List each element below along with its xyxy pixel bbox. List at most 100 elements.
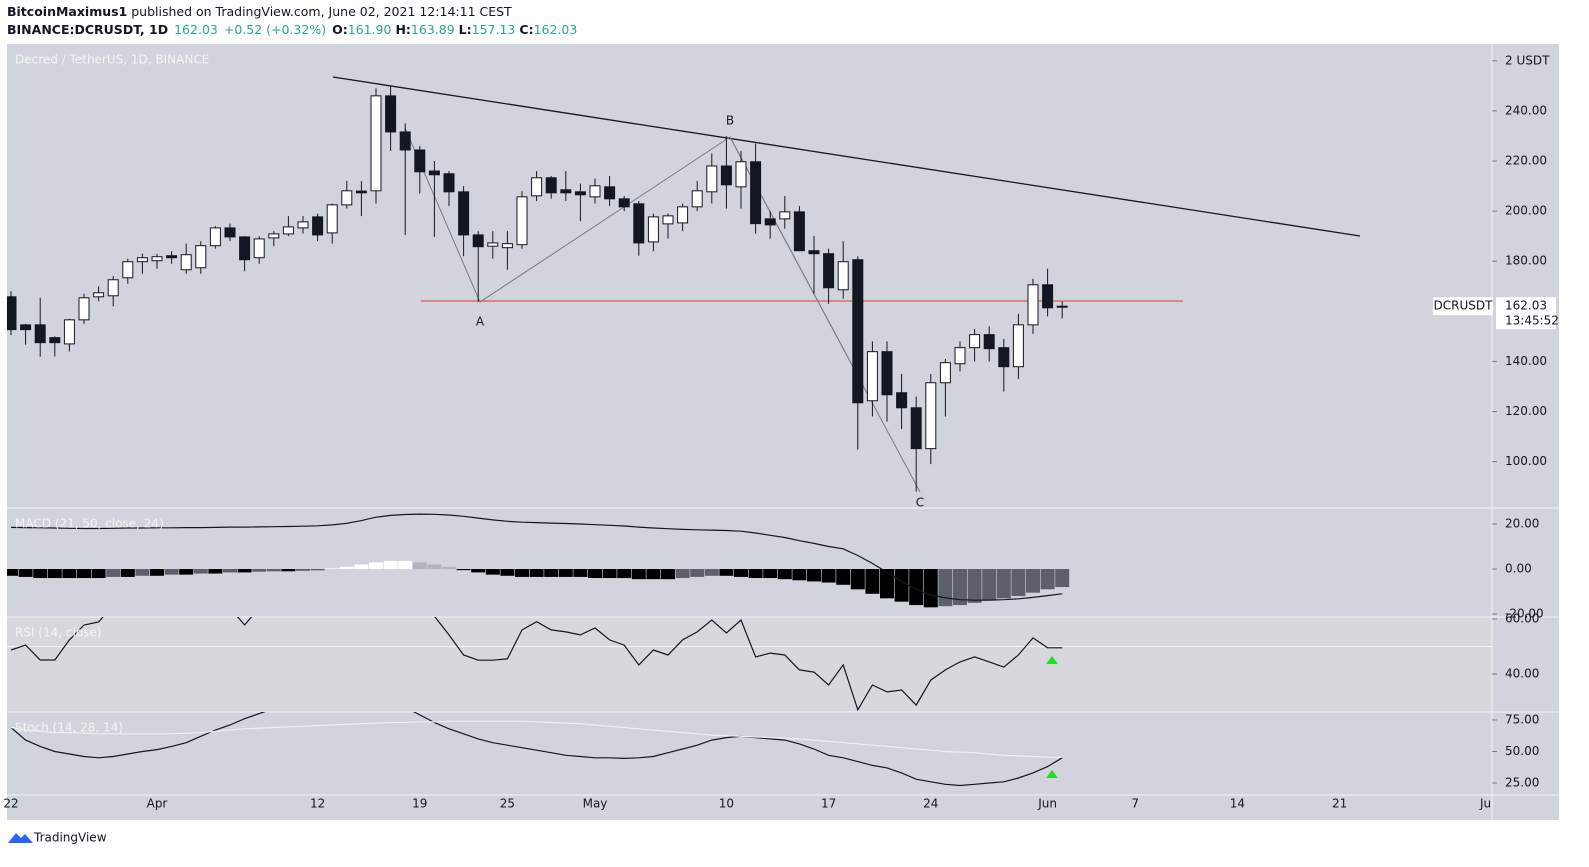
histogram-bar: [558, 569, 573, 577]
rsi-background: [7, 617, 1492, 712]
candle-body: [151, 256, 163, 262]
histogram-bar: [923, 569, 938, 608]
candle-body: [589, 185, 601, 198]
histogram-bar: [296, 569, 310, 571]
candle-body: [633, 203, 645, 244]
candle-body: [253, 238, 265, 259]
x-tick-label: 10: [719, 797, 734, 811]
histogram-bar: [953, 569, 967, 606]
trendline: [332, 76, 1361, 237]
histogram-bar: [91, 569, 106, 579]
x-tick-label: 21: [1332, 797, 1347, 811]
candle-body: [501, 243, 513, 249]
histogram-bar: [1011, 569, 1026, 597]
candle-body: [136, 257, 148, 263]
author: BitcoinMaximus1: [7, 4, 127, 19]
candle-body: [998, 347, 1010, 368]
y-tick-label: 50.00: [1505, 744, 1539, 758]
countdown: 13:45:52: [1505, 314, 1559, 328]
histogram-bar: [33, 569, 48, 579]
footer: TradingView: [8, 831, 107, 845]
histogram-bar: [369, 562, 383, 570]
x-tick-label: May: [583, 797, 608, 811]
indicator-pane: [7, 513, 1070, 608]
candle-body: [793, 211, 805, 252]
candle-body: [78, 297, 90, 321]
candle-body: [166, 255, 178, 259]
candle-body: [268, 233, 280, 239]
candle-body: [764, 218, 776, 226]
histogram-bar: [1026, 569, 1040, 593]
histogram-bar: [894, 569, 909, 602]
candle-body: [63, 319, 75, 345]
candle-body: [545, 177, 557, 194]
histogram-bar: [164, 569, 179, 575]
histogram-bar: [442, 566, 456, 570]
candle-body: [341, 190, 353, 206]
histogram-bar: [865, 569, 880, 594]
histogram-bar: [690, 569, 705, 577]
histogram-bar: [471, 569, 486, 573]
histogram-bar: [208, 569, 223, 574]
histogram-bar: [354, 564, 369, 570]
candle-body: [224, 227, 236, 238]
wave-label: B: [726, 114, 734, 128]
x-tick-label: Apr: [147, 797, 168, 811]
o-label: O:: [332, 22, 348, 37]
candle-body: [896, 392, 908, 409]
histogram-bar: [631, 569, 646, 580]
histogram-bar: [850, 569, 865, 590]
histogram-bar: [602, 569, 617, 579]
change: +0.52 (+0.32%): [224, 22, 326, 37]
y-tick-label: 40.00: [1505, 667, 1539, 681]
candle-body: [750, 161, 762, 225]
wave-label: C: [916, 496, 924, 510]
histogram-bar: [383, 560, 398, 570]
candle-body: [370, 95, 382, 192]
y-tick-label: 100.00: [1505, 454, 1547, 468]
candles: [7, 85, 1068, 492]
candle-body: [910, 407, 922, 450]
candle-body: [969, 334, 981, 349]
histogram-bar: [515, 569, 529, 577]
y-tick-label: 240.00: [1505, 103, 1547, 117]
candle-body: [925, 382, 937, 450]
candle-body: [647, 216, 659, 243]
wave-label: A: [476, 315, 485, 329]
histogram-bar: [266, 569, 281, 572]
candle-body: [399, 131, 411, 151]
histogram-bar: [836, 569, 851, 585]
c-label: C:: [519, 22, 533, 37]
candle-body: [1012, 324, 1024, 368]
histogram-bar: [748, 569, 763, 579]
candle-body: [662, 215, 674, 225]
indicator-title: Stoch (14, 28, 14): [15, 721, 123, 735]
symbol-line: BINANCE:DCRUSDT, 1D 162.03 +0.52 (+0.32%) O…: [7, 22, 577, 37]
candle-body: [107, 279, 119, 297]
histogram-bar: [412, 562, 427, 570]
histogram-bar: [719, 569, 734, 576]
l: 157.13: [472, 22, 516, 37]
y-tick-label: 140.00: [1505, 354, 1547, 368]
y-tick-label: 0.00: [1505, 562, 1532, 576]
histogram-bar: [77, 569, 91, 579]
candle-body: [574, 191, 586, 196]
y-tick-label: 220.00: [1505, 154, 1547, 168]
histogram-bar: [252, 569, 267, 572]
candle-body: [282, 226, 294, 235]
candle-body: [487, 242, 499, 247]
x-tick-label: 24: [923, 797, 938, 811]
histogram-bar: [880, 569, 894, 599]
histogram-bar: [807, 569, 821, 582]
candle-body: [49, 337, 61, 344]
histogram-bar: [529, 569, 544, 577]
candle-body: [531, 177, 543, 197]
candle-body: [326, 204, 338, 234]
candle-body: [297, 221, 309, 229]
candle-body: [691, 190, 703, 208]
histogram-bar: [456, 569, 471, 571]
x-tick-label: Ju: [1479, 797, 1491, 811]
candle-body: [20, 324, 32, 331]
